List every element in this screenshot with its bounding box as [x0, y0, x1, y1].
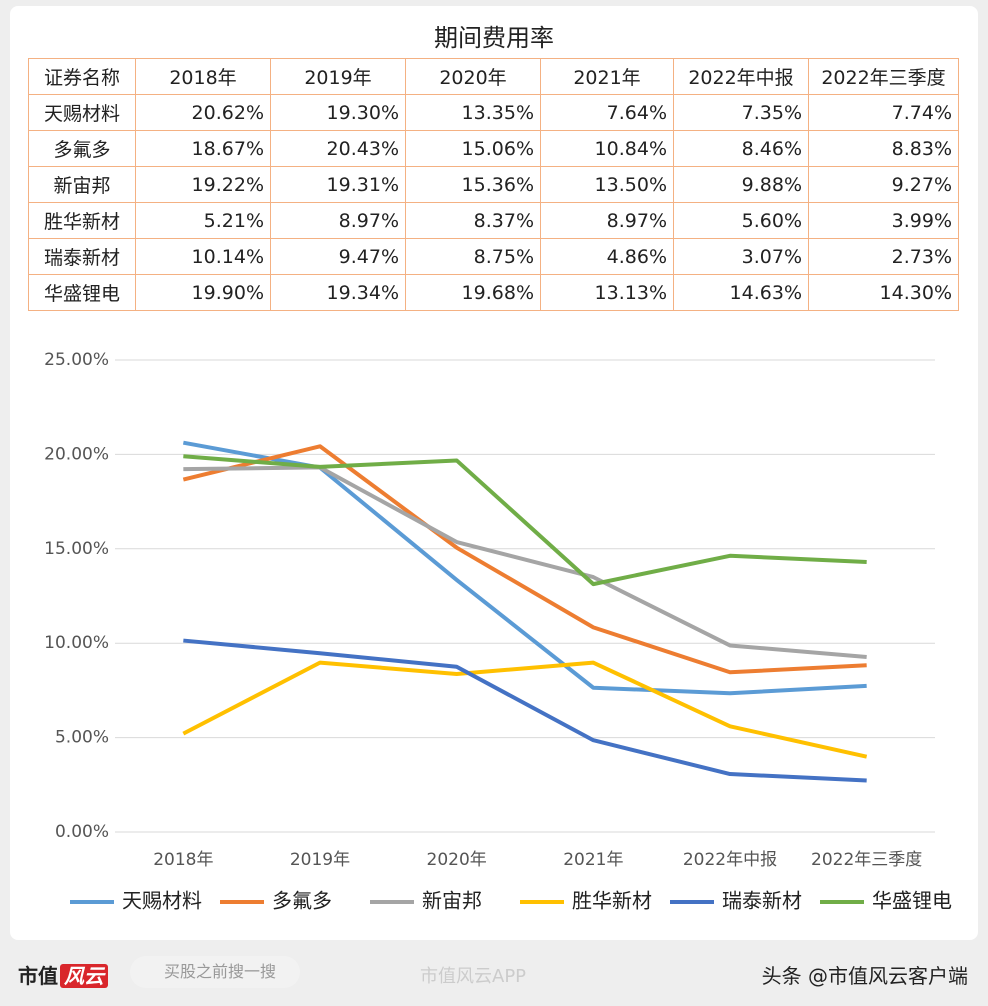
table-cell: 证券名称 — [28, 58, 136, 95]
credit: 头条 @市值风云客户端 — [761, 964, 968, 988]
x-tick-label: 2022年三季度 — [811, 850, 922, 870]
table-cell: 7.74% — [808, 94, 959, 131]
series-line — [182, 440, 867, 696]
logo: 市值 风云 — [18, 960, 108, 989]
table-cell: 20.62% — [135, 94, 271, 131]
table-cell: 19.90% — [135, 274, 271, 311]
table-cell: 8.37% — [405, 202, 541, 239]
y-tick-label: 25.00% — [44, 350, 109, 370]
legend-label: 新宙邦 — [422, 889, 482, 913]
table-cell: 华盛锂电 — [28, 274, 136, 311]
table-cell: 天赐材料 — [28, 94, 136, 131]
search-box[interactable]: 买股之前搜一搜 — [130, 956, 300, 988]
table-cell: 9.88% — [673, 166, 809, 203]
table-cell: 13.50% — [540, 166, 674, 203]
table-cell: 9.27% — [808, 166, 959, 203]
legend-label: 胜华新材 — [572, 889, 652, 913]
table-row: 天赐材料 20.62% 19.30% 13.35% 7.64% 7.35% 7.74% — [28, 94, 959, 131]
table-cell: 3.99% — [808, 202, 959, 239]
table-cell: 胜华新材 — [28, 202, 136, 239]
table-cell: 19.31% — [270, 166, 406, 203]
table-cell: 多氟多 — [28, 130, 136, 167]
x-tick-label: 2022年中报 — [683, 850, 777, 870]
y-tick-label: 10.00% — [44, 633, 109, 653]
table-cell: 2.73% — [808, 238, 959, 275]
table-cell: 2022年三季度 — [808, 58, 959, 95]
y-tick-label: 0.00% — [55, 822, 109, 842]
table-cell: 7.64% — [540, 94, 674, 131]
table-row: 新宙邦 19.22% 19.31% 15.36% 13.50% 9.88% 9.27% — [28, 166, 959, 203]
table-cell: 7.35% — [673, 94, 809, 131]
table-cell: 5.21% — [135, 202, 271, 239]
table-cell: 15.36% — [405, 166, 541, 203]
table-row: 胜华新材 5.21% 8.97% 8.37% 8.97% 5.60% 3.99% — [28, 202, 959, 239]
table-cell: 2022年中报 — [673, 58, 809, 95]
data-table: 证券名称 2018年 2019年 2020年 2021年 2022年中报 2022年三季度天… — [28, 58, 959, 311]
chart: 0.00% 5.00% 10.00% 15.00% 20.00% 25.00% 2018年 2… — [44, 350, 952, 913]
table-cell: 19.34% — [270, 274, 406, 311]
logo-mark: 风云 — [60, 964, 108, 988]
x-tick-label: 2019年 — [290, 850, 350, 870]
x-tick-label: 2021年 — [563, 850, 623, 870]
legend-label: 华盛锂电 — [872, 889, 952, 913]
x-tick-label: 2018年 — [153, 850, 213, 870]
watermark: 市值风云APP — [420, 966, 527, 987]
title: 期间费用率 — [434, 24, 554, 52]
table-cell: 14.63% — [673, 274, 809, 311]
y-tick-label: 20.00% — [44, 444, 109, 464]
table-cell: 8.75% — [405, 238, 541, 275]
legend-label: 天赐材料 — [122, 889, 202, 913]
table-cell: 13.35% — [405, 94, 541, 131]
series-line — [182, 444, 867, 675]
table-cell: 19.68% — [405, 274, 541, 311]
table-row: 瑞泰新材 10.14% 9.47% 8.75% 4.86% 3.07% 2.73% — [28, 238, 959, 275]
table-row: 多氟多 18.67% 20.43% 15.06% 10.84% 8.46% 8.83% — [28, 130, 959, 167]
table-cell: 18.67% — [135, 130, 271, 167]
series-line — [183, 465, 867, 659]
table-cell: 8.97% — [270, 202, 406, 239]
table-cell: 8.46% — [673, 130, 809, 167]
table-row: 华盛锂电 19.90% 19.34% 19.68% 13.13% 14.63% 14.30% — [28, 274, 959, 311]
y-tick-label: 15.00% — [44, 539, 109, 559]
series-line — [183, 454, 867, 587]
logo-text: 市值 — [18, 964, 58, 988]
legend-label: 瑞泰新材 — [722, 889, 802, 913]
table-cell: 2019年 — [270, 58, 406, 95]
series-line — [183, 638, 867, 783]
table-cell: 9.47% — [270, 238, 406, 275]
x-tick-label: 2020年 — [427, 850, 487, 870]
y-tick-label: 5.00% — [55, 728, 109, 748]
table-cell: 10.14% — [135, 238, 271, 275]
footer: 市值 风云 买股之前搜一搜 市值风云APP 头条 @市值风云客户端 — [0, 946, 988, 1006]
table-cell: 19.30% — [270, 94, 406, 131]
table-row: 证券名称 2018年 2019年 2020年 2021年 2022年中报 2022年三季度 — [28, 58, 959, 95]
table-cell: 10.84% — [540, 130, 674, 167]
table-cell: 14.30% — [808, 274, 959, 311]
series-line — [182, 660, 868, 759]
table-cell: 13.13% — [540, 274, 674, 311]
legend-label: 多氟多 — [272, 889, 332, 913]
